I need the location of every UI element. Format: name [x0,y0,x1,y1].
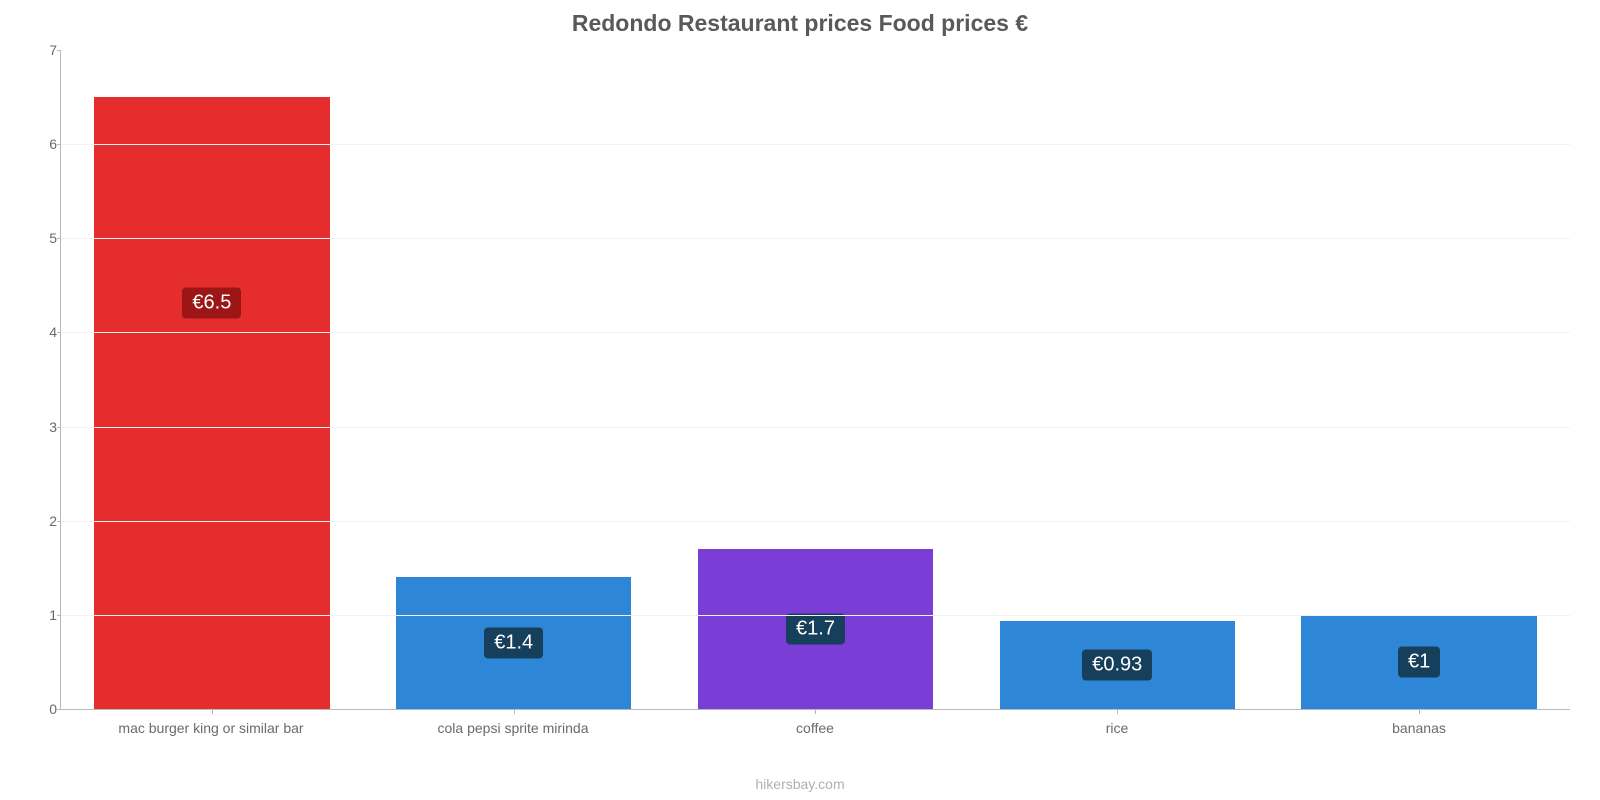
gridline [61,521,1570,522]
gridline [61,238,1570,239]
y-tick-mark [57,427,61,428]
y-tick-mark [57,521,61,522]
chart-title: Redondo Restaurant prices Food prices € [0,0,1600,37]
y-tick-label: 4 [39,324,57,340]
x-axis-label: mac burger king or similar bar [60,712,362,740]
x-axis-label: rice [966,712,1268,740]
bar-slot: €1.7 [665,50,967,709]
x-axis-label: bananas [1268,712,1570,740]
bar: €1.7 [698,549,933,709]
y-tick-label: 5 [39,230,57,246]
y-tick-mark [57,50,61,51]
bar-slot: €0.93 [966,50,1268,709]
y-tick-mark [57,615,61,616]
bar-value-label: €1 [1398,646,1440,677]
y-tick-label: 0 [39,701,57,717]
plot-area: €6.5€1.4€1.7€0.93€1 01234567 [60,50,1570,710]
x-axis-labels: mac burger king or similar barcola pepsi… [60,712,1570,740]
bar: €1.4 [396,577,631,709]
y-tick-label: 7 [39,42,57,58]
bar: €1 [1301,615,1536,709]
bar-value-label: €6.5 [182,288,241,319]
y-tick-mark [57,238,61,239]
y-tick-mark [57,144,61,145]
chart-area: €6.5€1.4€1.7€0.93€1 01234567 mac burger … [40,50,1580,740]
y-tick-mark [57,332,61,333]
bar-value-label: €0.93 [1082,650,1152,681]
gridline [61,332,1570,333]
y-tick-label: 6 [39,136,57,152]
bar-slot: €1.4 [363,50,665,709]
x-axis-label: cola pepsi sprite mirinda [362,712,664,740]
x-axis-label: coffee [664,712,966,740]
gridline [61,427,1570,428]
y-tick-mark [57,709,61,710]
bar-slot: €1 [1268,50,1570,709]
attribution-text: hikersbay.com [0,776,1600,792]
gridline [61,144,1570,145]
bar-slot: €6.5 [61,50,363,709]
bar: €6.5 [94,97,329,709]
bar-value-label: €1.7 [786,613,845,644]
gridline [61,615,1570,616]
bar: €0.93 [1000,621,1235,709]
y-tick-label: 3 [39,419,57,435]
bar-value-label: €1.4 [484,628,543,659]
y-tick-label: 1 [39,607,57,623]
y-tick-label: 2 [39,513,57,529]
bars-container: €6.5 €1.4 €1.7 €0.93 €1 [61,50,1570,709]
